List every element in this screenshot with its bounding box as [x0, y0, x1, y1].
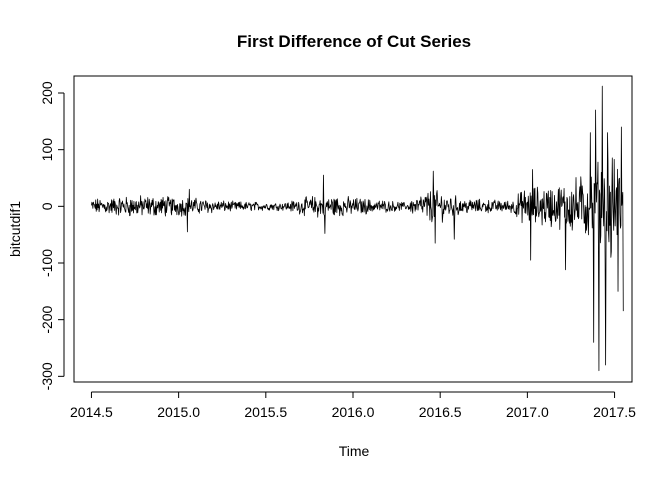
chart-title: First Difference of Cut Series	[237, 32, 471, 51]
series-line	[91, 85, 624, 372]
y-tick-label: 200	[39, 81, 55, 105]
x-tick-label: 2014.5	[70, 404, 113, 420]
y-axis-label: bitcutdif1	[7, 201, 23, 257]
x-axis-label: Time	[339, 443, 370, 459]
x-tick-label: 2017.0	[506, 404, 549, 420]
y-tick-label: -100	[39, 249, 55, 277]
x-tick-label: 2016.0	[332, 404, 375, 420]
plot-frame	[73, 75, 633, 383]
x-tick-label: 2016.5	[419, 404, 462, 420]
y-tick-label: 0	[39, 202, 55, 210]
y-tick-label: -200	[39, 305, 55, 333]
x-tick-label: 2017.5	[593, 404, 636, 420]
y-tick-label: 100	[39, 138, 55, 162]
y-tick-label: -300	[39, 362, 55, 390]
x-tick-label: 2015.5	[244, 404, 287, 420]
y-axis: -300 -200 -100 0 100 200	[39, 81, 65, 390]
x-tick-label: 2015.0	[157, 404, 200, 420]
x-axis: 2014.5 2015.0 2015.5 2016.0 2016.5 2017.0 2017…	[70, 391, 636, 420]
series-layer	[91, 85, 624, 372]
